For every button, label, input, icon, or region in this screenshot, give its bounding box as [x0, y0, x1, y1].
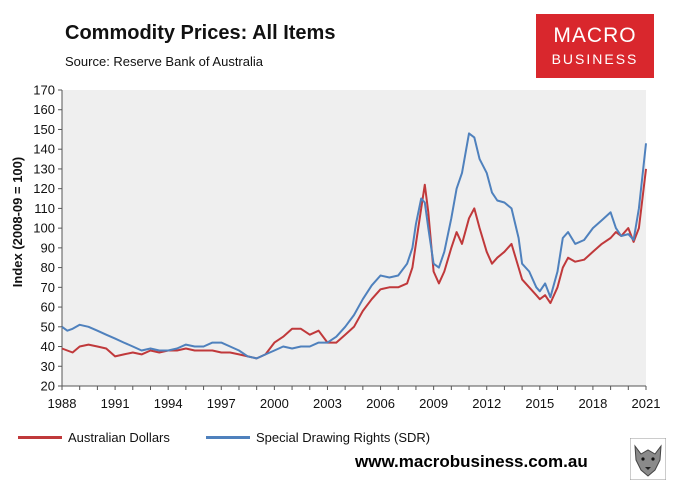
- y-tick-label: 120: [33, 181, 55, 196]
- y-tick-label: 80: [41, 260, 55, 275]
- legend-label-sdr: Special Drawing Rights (SDR): [256, 430, 431, 445]
- y-tick-label: 50: [41, 319, 55, 334]
- brand-logo-line1: MACRO: [553, 24, 637, 47]
- y-tick-label: 30: [41, 359, 55, 374]
- y-tick-label: 70: [41, 280, 55, 295]
- chart-title: Commodity Prices: All Items: [65, 22, 336, 44]
- series-line-sdr: [61, 132, 647, 360]
- y-tick-label: 40: [41, 339, 55, 354]
- brand-logo[interactable]: MACRO BUSINESS: [536, 14, 654, 78]
- legend-swatch-aud: [18, 436, 62, 439]
- y-axis: 20 30 40 50 60 70 80 90 100 110 120 130 140 150 160 170: [33, 83, 63, 394]
- series-group: [61, 132, 647, 360]
- brand-logo-line2: BUSINESS: [551, 51, 639, 67]
- x-axis: 1988 1991 1994 1997 2000 2003 2006 2009 2012 2015…: [48, 385, 661, 411]
- x-tick-label: 1997: [207, 396, 236, 411]
- legend-swatch-sdr: [206, 436, 250, 439]
- x-tick-label: 2000: [260, 396, 289, 411]
- y-tick-label: 60: [41, 300, 55, 315]
- x-tick-label: 1988: [48, 396, 77, 411]
- website-url[interactable]: www.macrobusiness.com.au: [355, 452, 588, 471]
- y-axis-label: Index (2008-09 = 100): [10, 157, 25, 287]
- x-tick-label: 2003: [313, 396, 342, 411]
- y-tick-label: 100: [33, 221, 55, 236]
- x-tick-label: 2015: [525, 396, 554, 411]
- x-tick-label: 2018: [578, 396, 607, 411]
- legend-item-aud: Australian Dollars: [18, 430, 170, 445]
- y-tick-label: 150: [33, 122, 55, 137]
- x-tick-label: 2006: [366, 396, 395, 411]
- y-tick-label: 170: [33, 83, 55, 98]
- x-tick-label: 2009: [419, 396, 448, 411]
- y-tick-label: 20: [41, 379, 55, 394]
- x-tick-label: 1991: [101, 396, 130, 411]
- legend-label-aud: Australian Dollars: [68, 430, 170, 445]
- x-tick-label: 2012: [472, 396, 501, 411]
- y-tick-label: 90: [41, 240, 55, 255]
- chart-source: Source: Reserve Bank of Australia: [65, 54, 263, 69]
- x-tick-label: 2021: [632, 396, 661, 411]
- x-tick-label: 1994: [154, 396, 183, 411]
- y-tick-label: 160: [33, 102, 55, 117]
- y-tick-label: 130: [33, 161, 55, 176]
- plot-area: [62, 90, 646, 386]
- wolf-logo-icon: [630, 438, 666, 480]
- y-tick-label: 140: [33, 142, 55, 157]
- y-tick-label: 110: [34, 201, 55, 216]
- legend-item-sdr: Special Drawing Rights (SDR): [206, 430, 430, 445]
